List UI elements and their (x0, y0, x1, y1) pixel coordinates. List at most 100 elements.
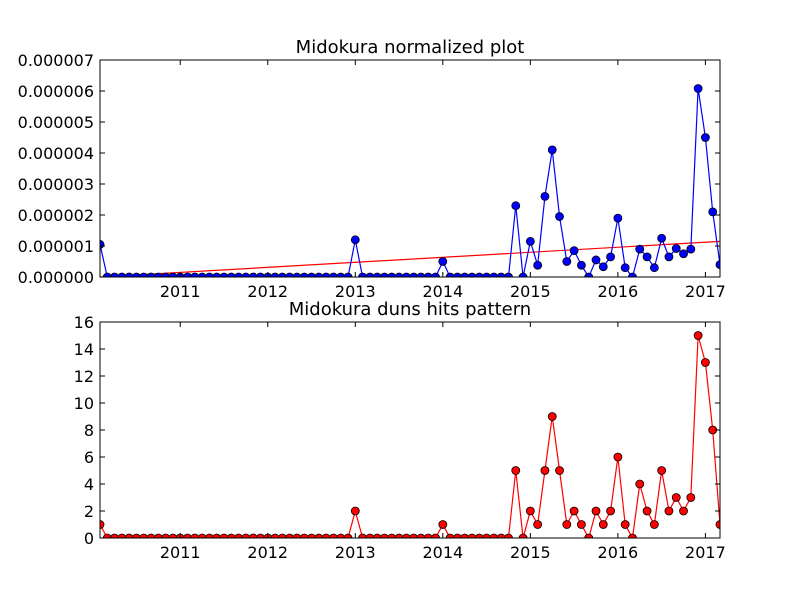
data-point (460, 533, 470, 538)
top-subplot: Midokura normalized plot 2011 2012 2013 201… (18, 37, 726, 301)
data-point (190, 533, 200, 538)
data-point (102, 533, 112, 538)
data-point (124, 533, 134, 538)
y-tick-label: 0 (84, 529, 94, 548)
data-point (606, 252, 615, 262)
data-point (489, 533, 499, 538)
data-point (533, 260, 543, 270)
y-tick-label: 8 (84, 421, 94, 440)
data-point (380, 533, 389, 538)
data-point (555, 212, 564, 221)
data-point (248, 272, 258, 277)
data-point (153, 533, 163, 538)
data-point (234, 272, 243, 277)
data-point (657, 466, 667, 475)
data-point (234, 533, 243, 538)
data-point (518, 272, 528, 277)
data-point (715, 520, 720, 529)
data-point (489, 272, 499, 277)
data-point (401, 272, 411, 277)
data-point (124, 272, 134, 277)
data-point (212, 272, 222, 277)
data-point (628, 272, 637, 277)
series-line (100, 88, 720, 277)
y-tick-label: 16 (74, 313, 94, 332)
top-y-axis: 0.000000 0.000001 0.000002 0.000003 0.000004… (18, 51, 720, 287)
data-point (190, 272, 200, 277)
data-point (577, 520, 586, 529)
x-tick-label: 2012 (247, 543, 288, 562)
bottom-chart-title: Midokura duns hits pattern (289, 299, 531, 320)
x-tick-label: 2013 (335, 543, 376, 562)
top-axes-frame (99, 59, 721, 278)
data-point (117, 533, 127, 538)
top-plot-area (100, 84, 720, 277)
data-point (708, 207, 718, 217)
data-point (307, 533, 316, 538)
data-point (321, 272, 331, 277)
data-point (635, 479, 645, 489)
data-point (212, 533, 222, 538)
data-point (256, 272, 265, 277)
data-point (577, 260, 586, 270)
data-point (161, 533, 171, 538)
y-tick-label: 0.000001 (18, 237, 94, 256)
x-tick-label: 2016 (598, 282, 639, 301)
data-point (110, 533, 119, 538)
data-point (438, 520, 448, 529)
y-tick-label: 14 (74, 340, 94, 359)
data-point (620, 520, 630, 529)
data-point (482, 272, 491, 277)
data-point (664, 252, 674, 262)
bottom-subplot: Midokura duns hits pattern 2011 2012 2013 2… (74, 299, 726, 562)
data-point (299, 533, 309, 538)
x-tick-label: 2011 (160, 543, 201, 562)
y-tick-label: 0.000005 (18, 113, 94, 132)
data-point (525, 236, 535, 246)
data-point (183, 533, 192, 538)
data-point (205, 533, 214, 538)
data-point (205, 272, 214, 277)
data-point (431, 533, 440, 538)
data-point (540, 191, 550, 201)
data-point (365, 533, 375, 538)
bottom-axes-frame (99, 321, 721, 539)
plot-content (100, 84, 720, 277)
data-point (387, 533, 397, 538)
data-point (598, 262, 608, 272)
data-point (285, 533, 295, 538)
data-point (467, 272, 477, 277)
top-chart-title: Midokura normalized plot (296, 37, 525, 58)
series-line (100, 335, 720, 538)
data-point (270, 533, 280, 538)
data-point (336, 533, 346, 538)
data-point (256, 533, 265, 538)
data-point (547, 145, 557, 155)
data-point (168, 272, 178, 277)
data-point (613, 213, 623, 223)
data-point (686, 493, 696, 502)
data-point (197, 272, 207, 277)
x-tick-label: 2011 (160, 282, 201, 301)
data-point (591, 255, 601, 265)
data-point (438, 257, 448, 266)
data-point (241, 533, 251, 538)
data-point (285, 272, 295, 277)
data-point (110, 272, 119, 277)
data-point (657, 233, 667, 243)
data-point (620, 263, 630, 273)
data-point (102, 272, 112, 277)
data-point (547, 412, 557, 421)
x-tick-label: 2017 (685, 282, 726, 301)
data-point (693, 331, 703, 340)
data-point (664, 506, 674, 516)
x-tick-label: 2015 (510, 543, 551, 562)
data-point (569, 506, 579, 516)
data-point (642, 252, 652, 262)
data-point (372, 272, 382, 277)
data-point (161, 272, 171, 277)
y-tick-label: 0.000007 (18, 51, 94, 70)
data-point (474, 272, 484, 277)
data-point (533, 520, 543, 529)
data-point (591, 506, 601, 516)
